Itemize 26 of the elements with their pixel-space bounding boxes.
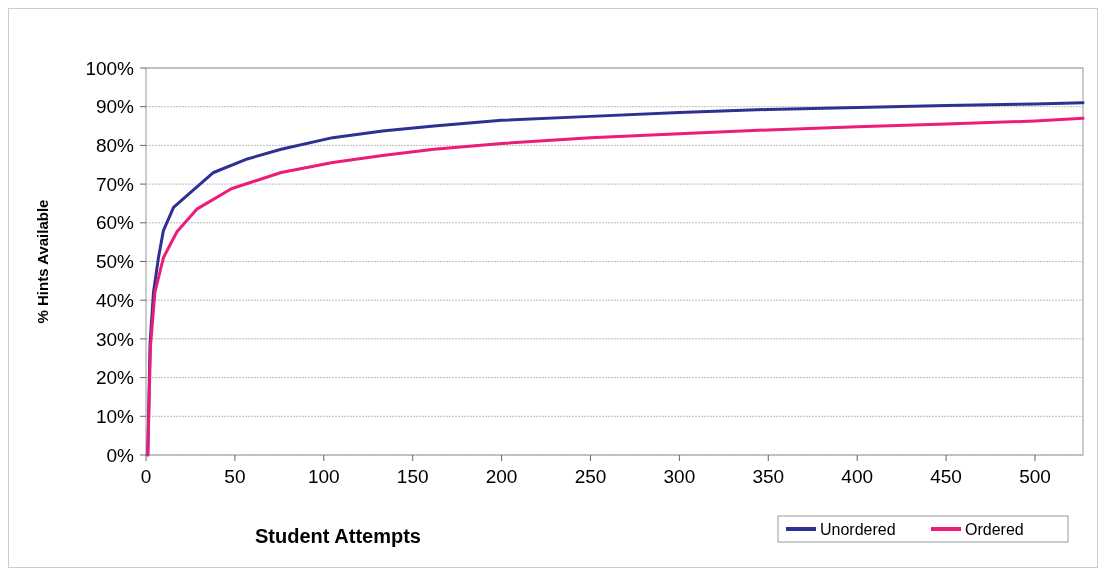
- y-tick-label: 40%: [95, 289, 135, 311]
- y-tick-label: 0%: [106, 444, 135, 466]
- y-tick-label: 60%: [95, 212, 135, 234]
- x-tick-label: 150: [396, 466, 429, 487]
- x-tick-label: 500: [1019, 466, 1051, 487]
- x-tick-label: 350: [752, 466, 785, 487]
- y-tick-label: 80%: [95, 135, 135, 157]
- y-tick-label: 50%: [95, 251, 135, 273]
- x-tick-label: 200: [485, 466, 518, 487]
- x-tick-label: 0: [140, 466, 152, 487]
- x-axis-title: Student Attempts: [255, 525, 421, 547]
- y-tick-label: 90%: [95, 96, 135, 118]
- y-tick-label: 100%: [85, 57, 135, 79]
- y-tick-label: 30%: [95, 328, 135, 350]
- legend-label: Unordered: [820, 520, 896, 538]
- y-axis-title: % Hints Available: [34, 199, 51, 324]
- x-tick-label: 450: [930, 466, 962, 487]
- y-tick-label: 10%: [95, 405, 135, 427]
- x-tick-label: 250: [574, 466, 607, 487]
- x-tick-label: 100: [307, 466, 340, 487]
- y-tick-label: 70%: [95, 173, 135, 195]
- legend-label: Ordered: [965, 520, 1024, 538]
- y-tick-label: 20%: [95, 367, 135, 389]
- x-tick-label: 50: [224, 466, 246, 487]
- x-tick-label: 300: [663, 466, 696, 487]
- x-tick-label: 400: [841, 466, 874, 487]
